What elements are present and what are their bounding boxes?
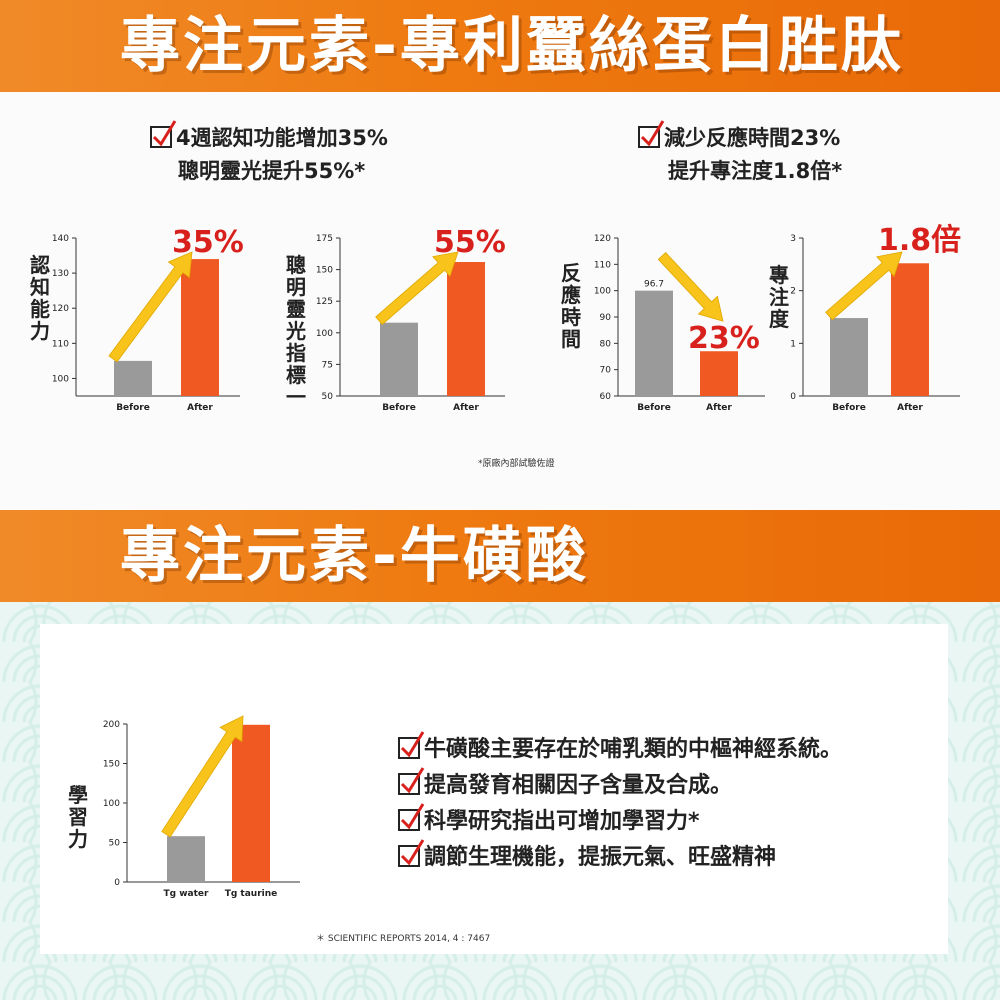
chart3-tick-label: 120 bbox=[594, 234, 611, 244]
chart2-tick-label: 100 bbox=[316, 329, 333, 339]
footnote-reference: ＊ SCIENTIFIC REPORTS 2014, 4 : 7467 bbox=[316, 934, 491, 944]
chart2-tick-label: 75 bbox=[322, 360, 333, 370]
top-banner-title: 專注元素-專利蠶絲蛋白胜肽 bbox=[120, 11, 904, 81]
chart3-tick-label: 90 bbox=[600, 313, 612, 323]
chart2-bar-after bbox=[447, 262, 485, 396]
benefit-item: 科學研究指出可增加學習力* bbox=[398, 803, 842, 840]
chart1-annotation: 35% bbox=[172, 225, 244, 260]
chart5-tick-label: 50 bbox=[109, 839, 121, 849]
chart2-tick-label: 150 bbox=[316, 266, 333, 276]
chart5-tick-label: 200 bbox=[103, 720, 120, 730]
footnote-internal-test: *原廠內部試驗佐證 bbox=[478, 459, 555, 469]
chart3-ylabel: 反應時間 bbox=[561, 261, 581, 351]
chart1-tick-label: 100 bbox=[52, 374, 69, 384]
chart3-tick-label: 100 bbox=[594, 287, 611, 297]
claim-smart: 聰明靈光提升55%* bbox=[178, 159, 366, 183]
chart5-bar-tg-taurine bbox=[232, 724, 270, 882]
chart2-ylabel: 聰明靈光指標一 bbox=[286, 253, 306, 409]
chart1-tick-label: 140 bbox=[52, 234, 69, 244]
chart3-trend-arrow-icon bbox=[657, 252, 724, 322]
checkbox-checked-icon bbox=[398, 731, 425, 759]
chart3-tick-label: 110 bbox=[594, 260, 611, 270]
chart1-tick-label: 110 bbox=[52, 339, 69, 349]
bottom-banner-title: 專注元素-牛磺酸 bbox=[120, 521, 589, 591]
checkbox-checked-icon bbox=[398, 803, 425, 831]
chart3-category-label: After bbox=[706, 403, 732, 413]
chart4-category-label: Before bbox=[832, 403, 866, 413]
chart4-trend-arrow-icon bbox=[825, 251, 903, 321]
chart3-tick-label: 60 bbox=[600, 392, 612, 402]
chart1-category-label: Before bbox=[116, 403, 150, 413]
benefit-text: 調節生理機能，提振元氣、旺盛精神 bbox=[424, 845, 777, 870]
chart2-bar-before bbox=[380, 322, 418, 396]
bottom-banner: 專注元素-牛磺酸 bbox=[0, 510, 1000, 602]
chart5-tick-label: 150 bbox=[103, 760, 120, 770]
peptide-section bbox=[0, 92, 1000, 510]
chart3-tick-label: 80 bbox=[600, 339, 612, 349]
chart1-bar-after bbox=[181, 259, 219, 396]
claim-reaction: 減少反應時間23% bbox=[638, 120, 841, 153]
chart3-annotation: 23% bbox=[688, 321, 760, 356]
taurine-benefits-list: 牛磺酸主要存在於哺乳類的中樞神經系統。 提高發育相關因子含量及合成。 科學研究指… bbox=[398, 731, 843, 876]
chart4-ylabel: 專注度 bbox=[769, 263, 789, 331]
chart3-bar-after bbox=[700, 351, 738, 396]
claim-cognitive: 4週認知功能增加35% bbox=[150, 120, 388, 153]
chart1-ylabel: 認知能力 bbox=[30, 253, 50, 343]
benefit-item: 牛磺酸主要存在於哺乳類的中樞神經系統。 bbox=[398, 731, 843, 768]
chart3-data-label: 96.7 bbox=[644, 280, 664, 290]
chart4-tick-label: 0 bbox=[790, 392, 796, 402]
claim-reaction-text: 減少反應時間23% bbox=[664, 126, 841, 150]
chart3-tick-label: 70 bbox=[600, 366, 612, 376]
chart1-trend-arrow-icon bbox=[108, 251, 193, 363]
chart5-category-label: Tg water bbox=[164, 889, 210, 899]
chart1-bar-before bbox=[114, 360, 152, 396]
chart2-category-label: Before bbox=[382, 403, 416, 413]
claim-focus: 提升專注度1.8倍* bbox=[668, 159, 843, 183]
chart2-tick-label: 125 bbox=[316, 297, 333, 307]
chart4-category-label: After bbox=[897, 403, 923, 413]
checkbox-checked-icon bbox=[398, 839, 425, 867]
benefit-text: 科學研究指出可增加學習力* bbox=[424, 809, 700, 834]
chart5-bar-tg-water bbox=[167, 836, 205, 882]
checkbox-checked-icon bbox=[638, 120, 665, 148]
chart4-tick-label: 3 bbox=[790, 234, 796, 244]
benefit-item: 提高發育相關因子含量及合成。 bbox=[398, 767, 842, 804]
chart5-trend-arrow-icon bbox=[161, 715, 244, 838]
chart5-category-label: Tg taurine bbox=[225, 889, 278, 899]
chart3-category-label: Before bbox=[637, 403, 671, 413]
chart1-tick-label: 120 bbox=[52, 304, 69, 314]
benefit-item: 調節生理機能，提振元氣、旺盛精神 bbox=[398, 839, 842, 876]
benefit-text: 牛磺酸主要存在於哺乳類的中樞神經系統。 bbox=[424, 737, 843, 762]
checkbox-checked-icon bbox=[150, 120, 177, 148]
benefit-text: 提高發育相關因子含量及合成。 bbox=[424, 773, 733, 798]
checkbox-checked-icon bbox=[398, 767, 425, 795]
chart2-category-label: After bbox=[453, 403, 479, 413]
chart5-tick-label: 100 bbox=[103, 799, 120, 809]
chart4-tick-label: 1 bbox=[790, 339, 796, 349]
claim-cognitive-text: 4週認知功能增加35% bbox=[176, 126, 388, 150]
chart4-annotation: 1.8倍 bbox=[878, 223, 961, 258]
chart2-annotation: 55% bbox=[434, 225, 506, 260]
chart4-bar-before bbox=[830, 318, 868, 396]
chart2-tick-label: 175 bbox=[316, 234, 333, 244]
chart1-tick-label: 130 bbox=[52, 269, 69, 279]
chart2-trend-arrow-icon bbox=[375, 251, 459, 326]
chart5-ylabel: 學習力 bbox=[68, 783, 88, 851]
chart1-category-label: After bbox=[187, 403, 213, 413]
chart4-bar-after bbox=[891, 263, 929, 396]
chart5-tick-label: 0 bbox=[114, 878, 120, 888]
chart3-bar-before bbox=[635, 290, 673, 396]
chart4-tick-label: 2 bbox=[790, 287, 796, 297]
top-banner: 專注元素-專利蠶絲蛋白胜肽 bbox=[0, 0, 1000, 92]
chart2-tick-label: 50 bbox=[322, 392, 334, 402]
